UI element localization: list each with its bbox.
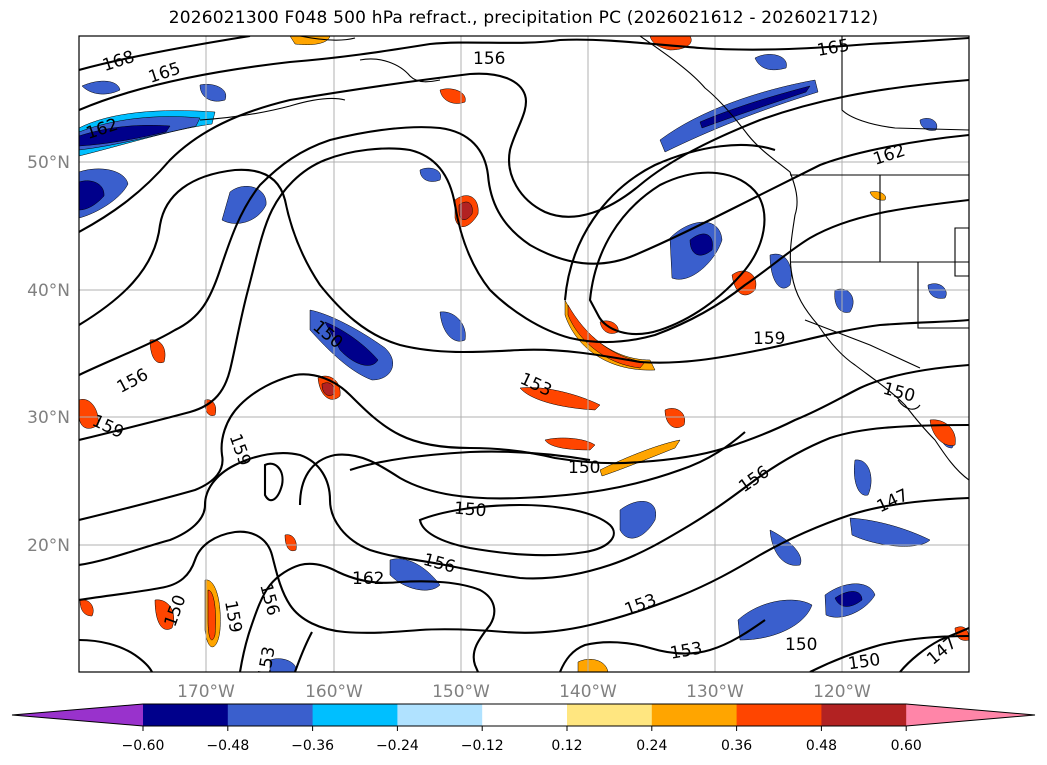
lon-label: 130°W xyxy=(686,682,744,702)
latitude-labels: 50°N 40°N 30°N 20°N xyxy=(27,153,70,556)
lat-label: 40°N xyxy=(27,281,70,301)
colorbar-extend-low xyxy=(12,704,143,726)
lon-label: 170°W xyxy=(177,682,235,702)
map-panel: 168 165 162 156 165 162 156 159 150 153 … xyxy=(79,36,969,680)
contour-label: 156 xyxy=(473,49,505,69)
colorbar-segment xyxy=(736,704,822,726)
colorbar-segment xyxy=(482,704,568,726)
colorbar-tick-label: −0.36 xyxy=(291,738,334,754)
contour-label: 150 xyxy=(847,650,882,674)
colorbar-tick-label: −0.48 xyxy=(206,738,249,754)
colorbar-segment xyxy=(397,704,483,726)
colorbar-tick-label: −0.60 xyxy=(122,738,165,754)
colorbar-segment xyxy=(821,704,907,726)
colorbar-tick-label: −0.24 xyxy=(376,738,419,754)
refractivity-contours xyxy=(79,36,969,672)
colorbar-extend-high xyxy=(906,704,1035,726)
lat-label: 50°N xyxy=(27,153,70,173)
contour-label: 150 xyxy=(785,635,817,655)
longitude-labels: 170°W 160°W 150°W 140°W 130°W 120°W xyxy=(177,682,871,702)
lon-label: 150°W xyxy=(432,682,490,702)
contour-label: 162 xyxy=(352,569,384,589)
contour-label: 150 xyxy=(568,458,600,478)
colorbar-segment xyxy=(312,704,398,726)
coastlines xyxy=(199,36,969,481)
colorbar-tick-label: −0.12 xyxy=(461,738,504,754)
colorbar: −0.60 −0.48 −0.36 −0.24 −0.12 0.12 0.24 0.36 0.4… xyxy=(11,703,1036,754)
colorbar-tick-label: 0.12 xyxy=(551,738,582,754)
colorbar-segment xyxy=(651,704,738,726)
colorbar-tick-label: 0.36 xyxy=(721,738,752,754)
lon-label: 140°W xyxy=(559,682,617,702)
lon-label: 160°W xyxy=(305,682,363,702)
lat-label: 20°N xyxy=(27,536,70,556)
lon-label: 120°W xyxy=(813,682,871,702)
colorbar-tick-label: 0.24 xyxy=(636,738,667,754)
lat-label: 30°N xyxy=(27,408,70,428)
colorbar-segment xyxy=(227,704,314,726)
graticule xyxy=(79,36,969,672)
contour-label: 153 xyxy=(254,645,279,680)
map-title: 2026021300 F048 500 hPa refract., precip… xyxy=(168,8,879,28)
contour-label: 150 xyxy=(453,499,487,522)
map-frame xyxy=(78,35,970,673)
colorbar-segment xyxy=(567,704,653,726)
colorbar-segment xyxy=(143,704,229,726)
colorbar-tick-label: 0.60 xyxy=(891,738,922,754)
colorbar-tick-label: 0.48 xyxy=(806,738,837,754)
contour-label: 159 xyxy=(753,329,785,349)
